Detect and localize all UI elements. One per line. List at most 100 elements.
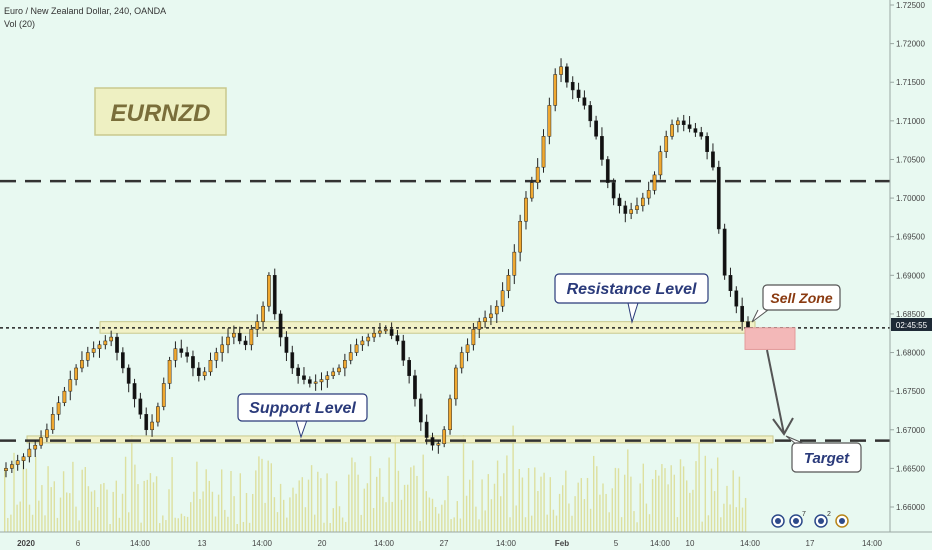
- volume-bar: [372, 507, 375, 532]
- volume-bar: [388, 457, 390, 532]
- volume-bar: [627, 449, 629, 532]
- candle: [173, 341, 178, 368]
- volume-bar: [22, 459, 24, 532]
- economic-event-icon[interactable]: 2: [814, 511, 831, 528]
- volume-bar: [341, 517, 344, 532]
- volume-bar: [682, 466, 685, 532]
- volume-bar: [307, 479, 310, 532]
- volume-bar: [233, 496, 235, 532]
- economic-event-icon[interactable]: [771, 514, 785, 528]
- volume-bar: [326, 473, 328, 532]
- volume-bar: [428, 497, 431, 532]
- candle: [354, 338, 359, 356]
- volume-bar: [267, 460, 269, 532]
- volume-bar: [655, 469, 657, 532]
- sell-zone-callout[interactable]: Sell Zone: [751, 284, 841, 323]
- economic-event-icon[interactable]: [835, 514, 849, 528]
- volume-bar: [589, 508, 592, 532]
- volume-bar: [456, 501, 458, 532]
- volume-bar: [670, 465, 672, 532]
- candle: [85, 346, 90, 367]
- event-badges[interactable]: 7 2: [771, 511, 849, 528]
- volume-bar: [109, 523, 111, 532]
- time-axis[interactable]: 2020 6 14:00 13 14:00 20 14:00 27 14:00 Feb 5 14:00…: [17, 539, 882, 548]
- volume-bar: [180, 513, 183, 532]
- candle: [734, 286, 739, 314]
- candle: [418, 393, 423, 431]
- candle: [307, 376, 312, 388]
- volume-bar: [47, 466, 49, 532]
- candle: [506, 269, 511, 299]
- volume-bar: [221, 469, 223, 532]
- candle: [45, 423, 49, 443]
- candle: [553, 68, 558, 112]
- candle: [50, 407, 55, 434]
- candle: [27, 442, 32, 463]
- candle: [640, 192, 645, 212]
- volume-bar: [431, 498, 434, 532]
- volume-bar: [493, 483, 496, 532]
- volume-bar: [289, 497, 291, 532]
- candle: [535, 158, 540, 190]
- volume-bar: [450, 519, 452, 532]
- volume-bar: [28, 504, 31, 532]
- candle: [278, 310, 283, 347]
- volume-bar: [593, 455, 595, 532]
- economic-event-icon[interactable]: 7: [789, 511, 806, 528]
- volume-bar: [382, 496, 384, 532]
- volume-bar: [50, 487, 52, 532]
- candle: [39, 430, 43, 449]
- volume-bar: [599, 494, 601, 532]
- volume-bar: [453, 517, 455, 532]
- volume-bar: [155, 476, 158, 532]
- volume-bar: [25, 468, 28, 532]
- target-callout[interactable]: Target: [785, 435, 862, 473]
- price-axis[interactable]: 1.72500 1.72000 1.71500 1.71000 1.70500 1.700…: [890, 1, 925, 512]
- price-tick-label: 1.68000: [896, 349, 925, 358]
- volume-bar: [301, 477, 303, 532]
- volume-bar: [617, 468, 620, 532]
- volume-bar: [351, 457, 353, 532]
- volume-bar: [286, 517, 288, 532]
- symbol-box[interactable]: EURNZD: [94, 87, 227, 136]
- volume-bar: [717, 457, 719, 532]
- target-projection-arrow[interactable]: [766, 349, 794, 436]
- candle: [360, 336, 365, 351]
- resistance-callout[interactable]: Resistance Level: [554, 273, 709, 324]
- candle: [565, 63, 569, 88]
- candle: [518, 214, 522, 262]
- price-axis-background: [890, 0, 932, 532]
- candle: [652, 171, 657, 195]
- candle: [582, 90, 587, 110]
- volume-bar: [75, 506, 77, 532]
- volume-bar: [72, 461, 74, 532]
- price-tick-label: 1.66500: [896, 464, 925, 473]
- volume-bar: [379, 468, 381, 532]
- volume-indicator-label[interactable]: Vol (20): [4, 19, 36, 29]
- volume-bar: [97, 507, 99, 532]
- candle: [103, 335, 108, 350]
- sell-zone-box[interactable]: [744, 327, 796, 350]
- volume-bar: [503, 473, 505, 532]
- candle: [383, 325, 388, 335]
- candle: [144, 407, 149, 436]
- volume-bar: [137, 484, 139, 532]
- volume-bar: [707, 515, 710, 532]
- volume-bar: [540, 476, 542, 532]
- volume-bar: [562, 485, 564, 532]
- support-callout[interactable]: Support Level: [237, 393, 368, 439]
- candle: [605, 156, 610, 189]
- volume-bar: [571, 515, 573, 532]
- volume-bar: [577, 482, 579, 532]
- candle: [372, 328, 376, 343]
- time-tick-label: 10: [686, 539, 695, 548]
- candle: [594, 115, 598, 140]
- candle: [255, 314, 260, 338]
- candle: [132, 378, 137, 408]
- volume-bar: [692, 489, 694, 532]
- candle: [442, 426, 447, 448]
- price-tick-label: 1.72000: [896, 40, 925, 49]
- volume-bar: [354, 462, 356, 532]
